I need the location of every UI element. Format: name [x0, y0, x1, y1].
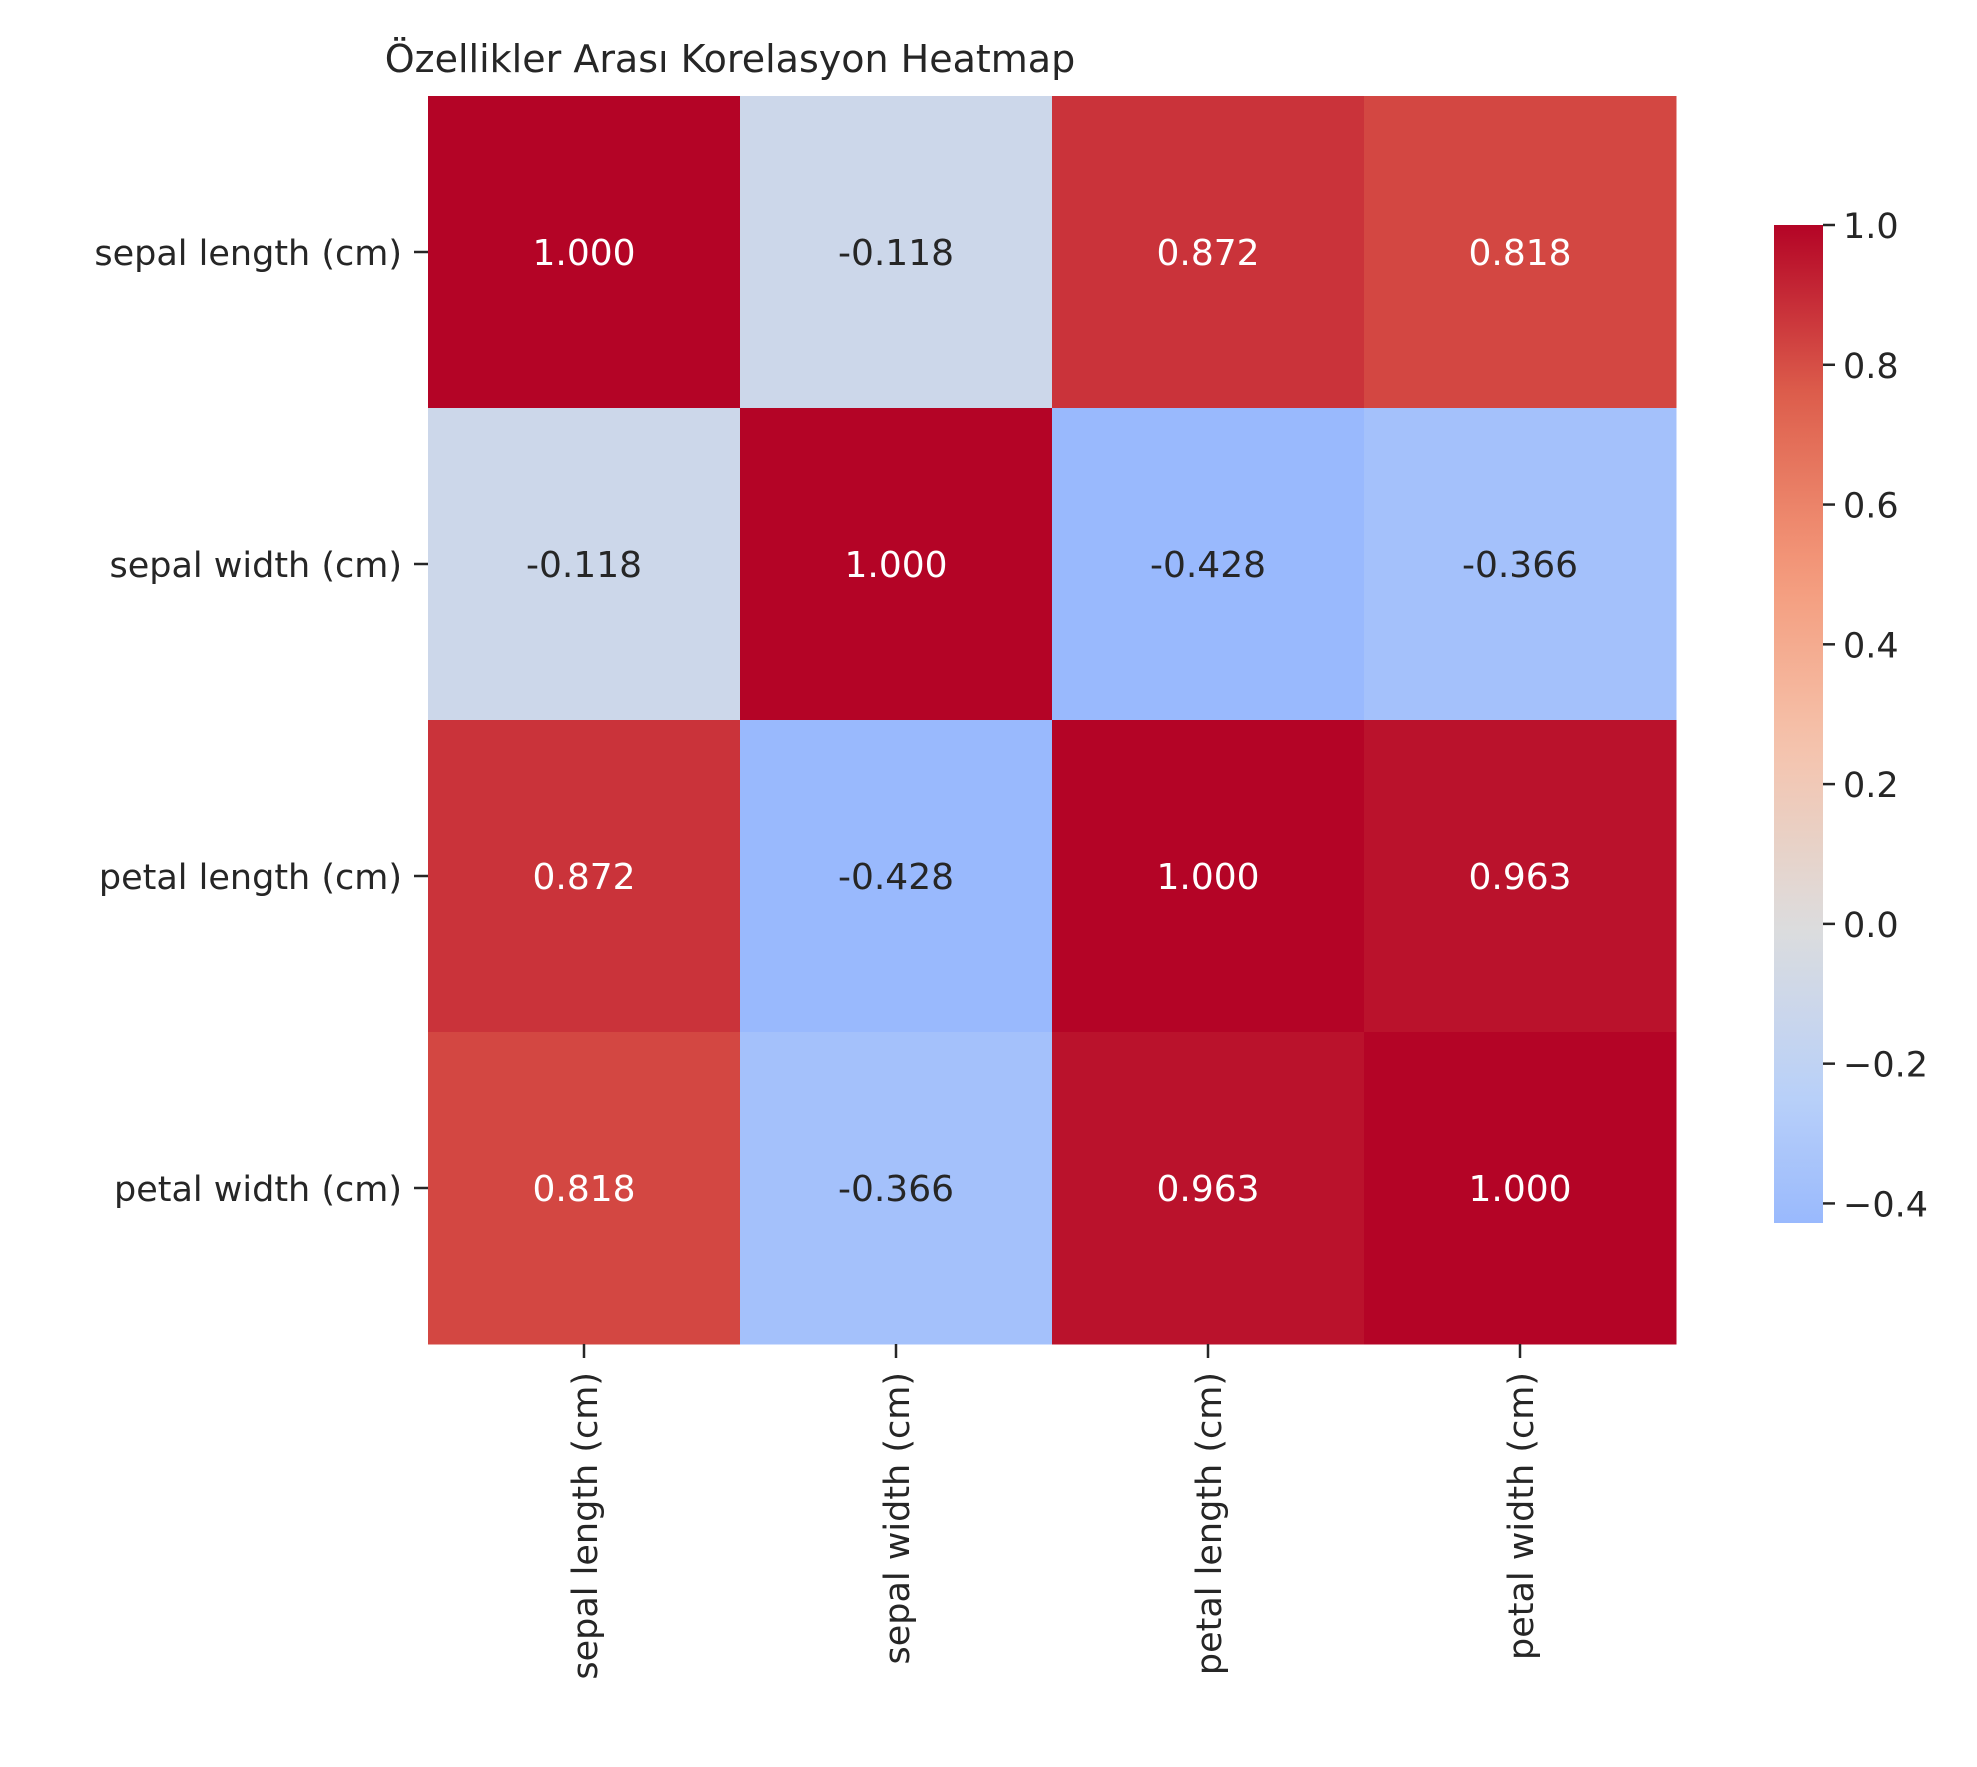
heatmap-cell — [740, 96, 1053, 409]
cell-value-label: 0.818 — [1468, 233, 1571, 274]
cell-value-label: 0.818 — [532, 1169, 635, 1210]
y-tick-label: sepal width (cm) — [109, 546, 402, 586]
x-axis: sepal length (cm) sepal width (cm) petal l… — [566, 1344, 1542, 1680]
chart-title: Özellikler Arası Korelasyon Heatmap — [385, 37, 1075, 81]
x-tick-label: petal length (cm) — [1190, 1372, 1230, 1675]
cell-value-label: 0.963 — [1156, 1169, 1259, 1210]
cell-value-label: 1.000 — [532, 233, 635, 274]
heatmap-cell — [428, 1032, 741, 1345]
heatmap-cell — [1052, 96, 1365, 409]
cell-value-label: -0.366 — [838, 1169, 954, 1210]
heatmap-cell — [740, 408, 1053, 721]
heatmap-cell — [740, 1032, 1053, 1345]
colorbar-tick-label: 0.4 — [1843, 626, 1899, 666]
cell-value-label: 0.872 — [532, 857, 635, 898]
colorbar-tick-label: 0.8 — [1843, 347, 1899, 387]
colorbar-tick-label: 0.2 — [1843, 766, 1899, 806]
heatmap-cell — [428, 96, 741, 409]
colorbar-gradient — [1774, 225, 1823, 1223]
cell-value-label: 0.963 — [1468, 857, 1571, 898]
cell-value-label: 1.000 — [1156, 857, 1259, 898]
colorbar-tick-label: 0.6 — [1843, 487, 1899, 527]
cell-value-label: -0.428 — [838, 857, 954, 898]
heatmap-cell — [1364, 720, 1677, 1033]
heatmap-cells — [428, 96, 1677, 1345]
cell-value-label: -0.366 — [1462, 545, 1578, 586]
y-tick-label: sepal length (cm) — [94, 234, 402, 274]
colorbar: 1.0 0.8 0.6 0.4 0.2 0.0 −0.2 −0.4 — [1774, 207, 1928, 1225]
heatmap-cell — [1052, 720, 1365, 1033]
heatmap-cell — [428, 408, 741, 721]
heatmap-cell — [1364, 408, 1677, 721]
colorbar-tick-label: −0.4 — [1843, 1185, 1928, 1225]
cell-value-label: 0.872 — [1156, 233, 1259, 274]
colorbar-tick-label: −0.2 — [1843, 1046, 1928, 1086]
cell-value-label: -0.118 — [526, 545, 642, 586]
heatmap-cell — [1052, 408, 1365, 721]
heatmap-cell — [1052, 1032, 1365, 1345]
heatmap-cell — [1364, 96, 1677, 409]
colorbar-tick-label: 0.0 — [1843, 906, 1899, 946]
cell-value-label: 1.000 — [1468, 1169, 1571, 1210]
x-tick-label: sepal length (cm) — [566, 1372, 606, 1680]
colorbar-tick-label: 1.0 — [1843, 207, 1899, 247]
heatmap-cell-labels: 1.000 -0.118 0.872 0.818 -0.118 1.000 -0.428 -0… — [526, 233, 1578, 1210]
x-tick-label: petal width (cm) — [1502, 1372, 1542, 1660]
x-tick-label: sepal width (cm) — [878, 1372, 918, 1665]
cell-value-label: 1.000 — [844, 545, 947, 586]
cell-value-label: -0.428 — [1150, 545, 1266, 586]
heatmap-cell — [740, 720, 1053, 1033]
y-tick-label: petal length (cm) — [99, 858, 402, 898]
heatmap-cell — [428, 720, 741, 1033]
y-tick-label: petal width (cm) — [114, 1170, 402, 1210]
y-axis: sepal length (cm) sepal width (cm) petal l… — [94, 234, 428, 1210]
heatmap-cell — [1364, 1032, 1677, 1345]
cell-value-label: -0.118 — [838, 233, 954, 274]
